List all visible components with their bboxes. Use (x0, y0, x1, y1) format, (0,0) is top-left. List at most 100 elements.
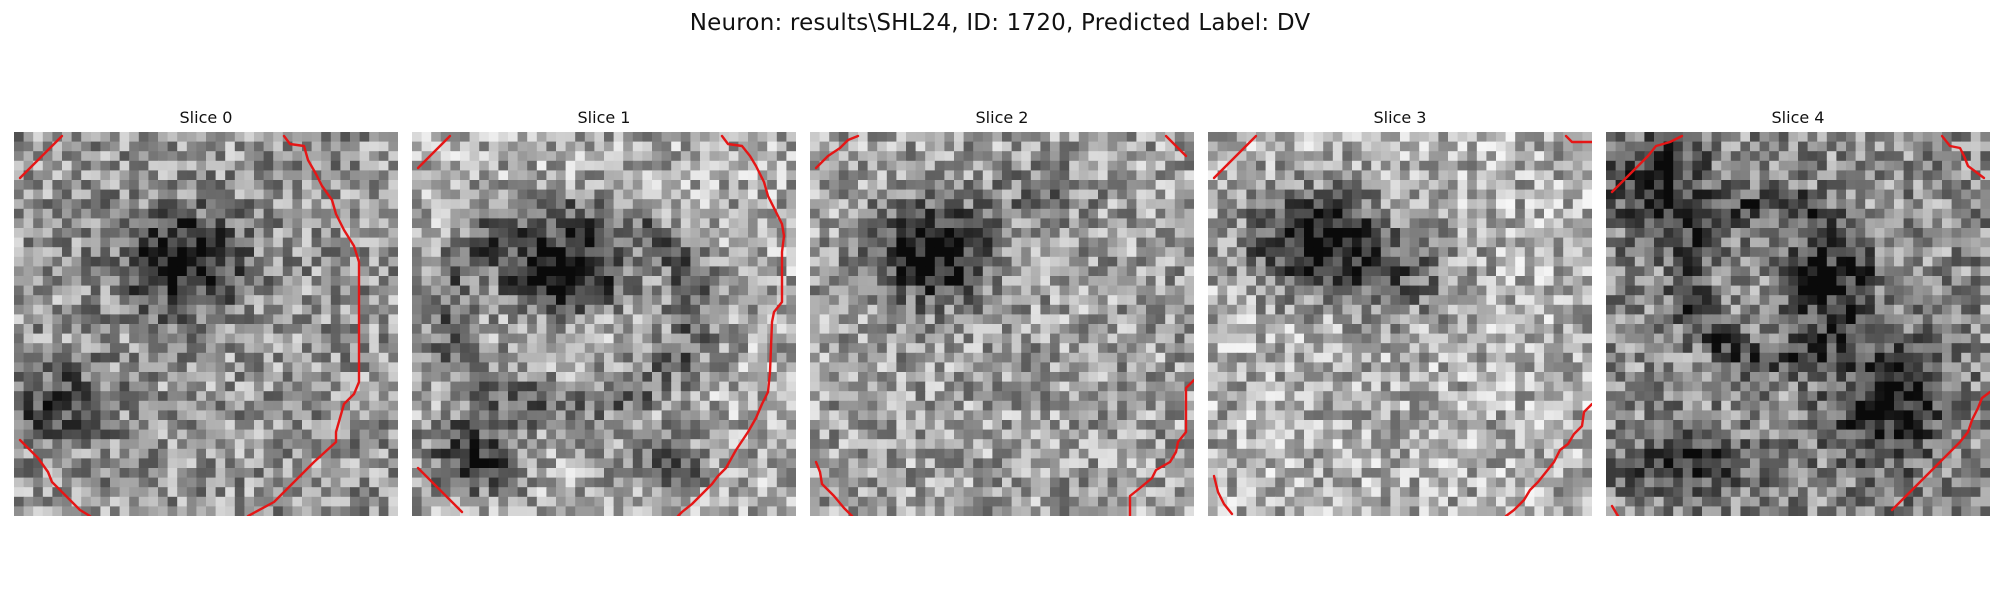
pixel (527, 352, 538, 363)
pixel (148, 228, 159, 239)
pixel (556, 199, 567, 210)
pixel (613, 439, 624, 450)
pixel (642, 180, 653, 191)
pixel (431, 199, 442, 210)
pixel (642, 266, 653, 277)
pixel (138, 276, 149, 287)
pixel (642, 324, 653, 335)
pixel (546, 458, 557, 469)
pixel (767, 468, 778, 479)
pixel (915, 199, 926, 210)
pixel (14, 304, 25, 315)
pixel (1040, 352, 1051, 363)
pixel (129, 400, 140, 411)
pixel (1361, 160, 1372, 171)
pixel (1098, 199, 1109, 210)
pixel (594, 391, 605, 402)
pixel (421, 208, 432, 219)
pixel (1400, 160, 1411, 171)
pixel (1107, 237, 1118, 248)
pixel (119, 352, 130, 363)
pixel (671, 324, 682, 335)
pixel (350, 228, 361, 239)
pixel (661, 381, 672, 392)
pixel (767, 391, 778, 402)
pixel (129, 381, 140, 392)
pixel (1117, 487, 1128, 498)
pixel (810, 496, 821, 507)
pixel (273, 477, 284, 488)
pixel (776, 496, 787, 507)
pixel (848, 420, 859, 431)
pixel (661, 400, 672, 411)
pixel (767, 439, 778, 450)
pixel (1002, 208, 1013, 219)
pixel (680, 487, 691, 498)
pixel (1030, 266, 1041, 277)
pixel (632, 228, 643, 239)
pixel (1030, 448, 1041, 459)
pixel (1021, 410, 1032, 421)
pixel (33, 400, 44, 411)
pixel (1088, 247, 1099, 258)
pixel (378, 228, 389, 239)
pixel (623, 247, 634, 258)
pixel (62, 266, 73, 277)
pixel (1208, 160, 1219, 171)
pixel (810, 410, 821, 421)
pixel (767, 420, 778, 431)
pixel (565, 256, 576, 267)
pixel (206, 381, 217, 392)
pixel (906, 132, 917, 143)
pixel (340, 266, 351, 277)
pixel (671, 333, 682, 344)
pixel (1107, 381, 1118, 392)
pixel (225, 468, 236, 479)
pixel (867, 496, 878, 507)
pixel (421, 468, 432, 479)
pixel (613, 496, 624, 507)
pixel (1174, 477, 1185, 488)
pixel (110, 180, 121, 191)
pixel (460, 324, 471, 335)
pixel (488, 266, 499, 277)
pixel (719, 151, 730, 162)
pixel (642, 468, 653, 479)
pixel (14, 199, 25, 210)
pixel (819, 429, 830, 440)
pixel (498, 151, 509, 162)
pixel (292, 333, 303, 344)
pixel (138, 151, 149, 162)
pixel (1126, 266, 1137, 277)
pixel (412, 439, 423, 450)
pixel (1069, 304, 1080, 315)
pixel (378, 285, 389, 296)
pixel (100, 285, 111, 296)
pixel (838, 429, 849, 440)
pixel (613, 237, 624, 248)
pixel (498, 429, 509, 440)
pixel (992, 304, 1003, 315)
pixel (1059, 372, 1070, 383)
pixel (546, 170, 557, 181)
pixel (992, 218, 1003, 229)
pixel (321, 256, 332, 267)
pixel (234, 304, 245, 315)
pixel (1050, 141, 1061, 152)
pixel (992, 333, 1003, 344)
pixel (886, 352, 897, 363)
pixel (440, 199, 451, 210)
pixel (565, 199, 576, 210)
pixel (1050, 458, 1061, 469)
pixel (292, 324, 303, 335)
pixel (925, 506, 936, 516)
pixel (1136, 324, 1147, 335)
pixel (867, 160, 878, 171)
pixel (254, 151, 265, 162)
pixel (829, 151, 840, 162)
pixel (594, 324, 605, 335)
pixel (62, 276, 73, 287)
pixel (690, 218, 701, 229)
pixel (215, 468, 226, 479)
pixel (1069, 420, 1080, 431)
